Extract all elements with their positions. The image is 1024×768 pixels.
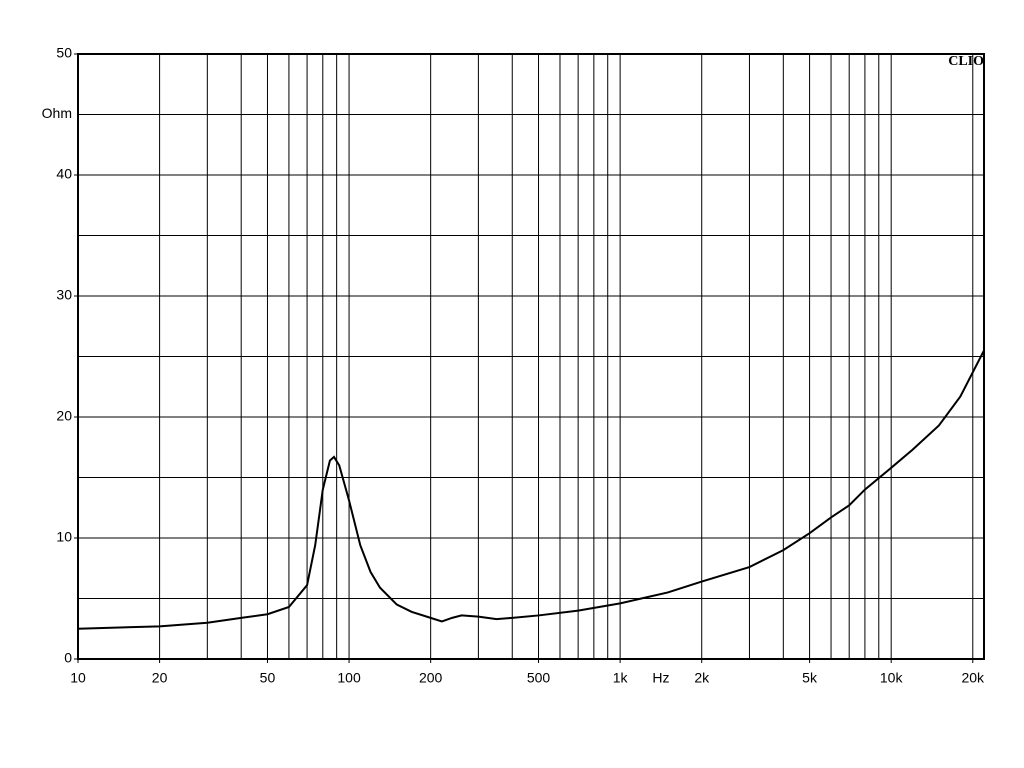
impedance-curve <box>77 349 985 630</box>
y-axis-label: Ohm <box>42 105 72 121</box>
x-tick-label: 2k <box>694 670 710 686</box>
x-tick-label: 50 <box>260 670 276 686</box>
x-axis-label: Hz <box>652 670 669 686</box>
x-tick-label: 100 <box>337 670 361 686</box>
y-tick-label: 0 <box>64 650 72 666</box>
x-tick-label: 20k <box>961 670 985 686</box>
x-tick-label: 5k <box>802 670 818 686</box>
x-tick-label: 10 <box>70 670 86 686</box>
y-tick-label: 20 <box>56 408 72 424</box>
plot-frame <box>77 53 985 660</box>
x-tick-label: 20 <box>152 670 168 686</box>
x-tick-label: 1k <box>613 670 629 686</box>
x-tick-label: 500 <box>527 670 551 686</box>
y-tick-label: 10 <box>56 529 72 545</box>
x-tick-label: 10k <box>880 670 904 686</box>
y-tick-label: 40 <box>56 166 72 182</box>
y-tick-label: 30 <box>56 287 72 303</box>
y-tick-label: 50 <box>56 45 72 61</box>
x-tick-label: 200 <box>419 670 443 686</box>
brand: CLIO <box>948 54 984 69</box>
